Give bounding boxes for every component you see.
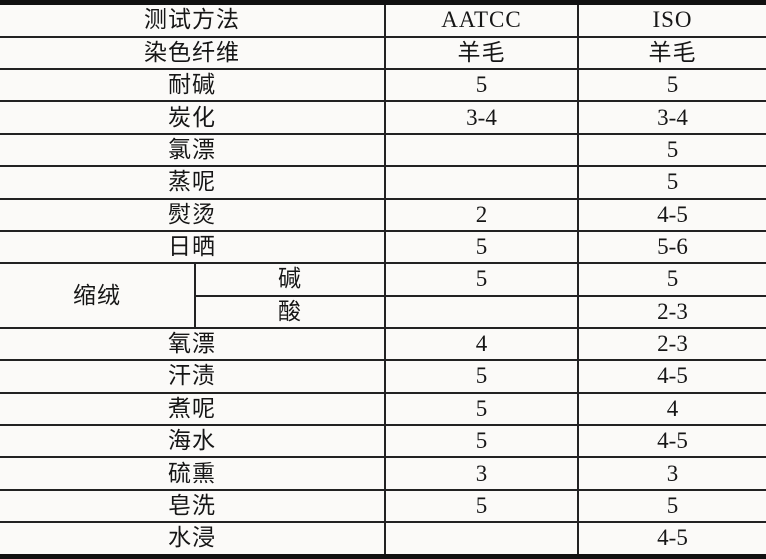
- table-row: 日晒 5 5-6: [0, 230, 766, 265]
- row-label: 硫熏: [0, 457, 385, 491]
- iso-value: 5: [577, 489, 766, 524]
- table-header-row: 测试方法 AATCC ISO: [0, 2, 766, 38]
- iso-value: 4-5: [577, 425, 766, 459]
- aatcc-value: 3: [384, 457, 578, 491]
- row-label: 耐碱: [0, 69, 385, 103]
- table-row: 煮呢 5 4: [0, 392, 766, 427]
- table-row: 熨烫 2 4-5: [0, 198, 766, 232]
- row-label: 蒸呢: [0, 166, 385, 200]
- row-label: 水浸: [0, 522, 385, 558]
- aatcc-value: [384, 522, 578, 558]
- iso-value: 4-5: [577, 522, 766, 558]
- iso-value: 4: [577, 392, 766, 427]
- aatcc-value: 5: [384, 489, 578, 524]
- table-row: 耐碱 5 5: [0, 69, 766, 103]
- iso-value: 4-5: [577, 360, 766, 394]
- group-row-acid: 酸 2-3: [0, 295, 766, 329]
- iso-value: 5: [577, 133, 766, 168]
- row-label: 炭化: [0, 101, 385, 135]
- aatcc-value: 5: [384, 392, 578, 427]
- table-row: 汗渍 5 4-5: [0, 360, 766, 394]
- table-row: 海水 5 4-5: [0, 425, 766, 459]
- subheader-aatcc-fiber: 羊毛: [384, 36, 578, 71]
- table-row: 氧漂 4 2-3: [0, 327, 766, 362]
- table-row: 蒸呢 5: [0, 166, 766, 200]
- aatcc-value: 5: [384, 425, 578, 459]
- iso-value: 5: [577, 263, 766, 297]
- table-row: 硫熏 3 3: [0, 457, 766, 491]
- table-row: 皂洗 5 5: [0, 489, 766, 524]
- iso-value: 3: [577, 457, 766, 491]
- iso-value: 2-3: [577, 295, 766, 329]
- aatcc-value: [384, 295, 578, 329]
- row-label: 氧漂: [0, 327, 385, 362]
- aatcc-value: 5: [384, 263, 578, 297]
- row-label: 煮呢: [0, 392, 385, 427]
- iso-value: 2-3: [577, 327, 766, 362]
- sub-row-label: 碱: [194, 263, 385, 297]
- table-row: 炭化 3-4 3-4: [0, 101, 766, 135]
- subheader-dyed-fiber: 染色纤维: [0, 36, 385, 71]
- iso-value: 3-4: [577, 101, 766, 135]
- aatcc-value: 2: [384, 198, 578, 232]
- aatcc-value: 5: [384, 360, 578, 394]
- row-label: 海水: [0, 425, 385, 459]
- aatcc-value: 5: [384, 69, 578, 103]
- row-label: 日晒: [0, 230, 385, 265]
- aatcc-value: 4: [384, 327, 578, 362]
- aatcc-value: 3-4: [384, 101, 578, 135]
- table-row: 氯漂 5: [0, 133, 766, 168]
- subheader-iso-fiber: 羊毛: [577, 36, 766, 71]
- header-aatcc: AATCC: [384, 2, 578, 38]
- aatcc-value: [384, 133, 578, 168]
- iso-value: 5: [577, 69, 766, 103]
- aatcc-value: [384, 166, 578, 200]
- group-label-fulling: 缩绒: [0, 263, 195, 329]
- row-label: 皂洗: [0, 489, 385, 524]
- iso-value: 5: [577, 166, 766, 200]
- header-test-method: 测试方法: [0, 2, 385, 38]
- group-row-alkali: 缩绒 碱 5 5: [0, 263, 766, 329]
- aatcc-value: 5: [384, 230, 578, 265]
- sub-row-label: 酸: [194, 295, 385, 329]
- table-subheader-row: 染色纤维 羊毛 羊毛: [0, 36, 766, 71]
- row-label: 氯漂: [0, 133, 385, 168]
- header-iso: ISO: [577, 2, 766, 38]
- iso-value: 4-5: [577, 198, 766, 232]
- row-label: 汗渍: [0, 360, 385, 394]
- row-label: 熨烫: [0, 198, 385, 232]
- iso-value: 5-6: [577, 230, 766, 265]
- table-row: 水浸 4-5: [0, 522, 766, 558]
